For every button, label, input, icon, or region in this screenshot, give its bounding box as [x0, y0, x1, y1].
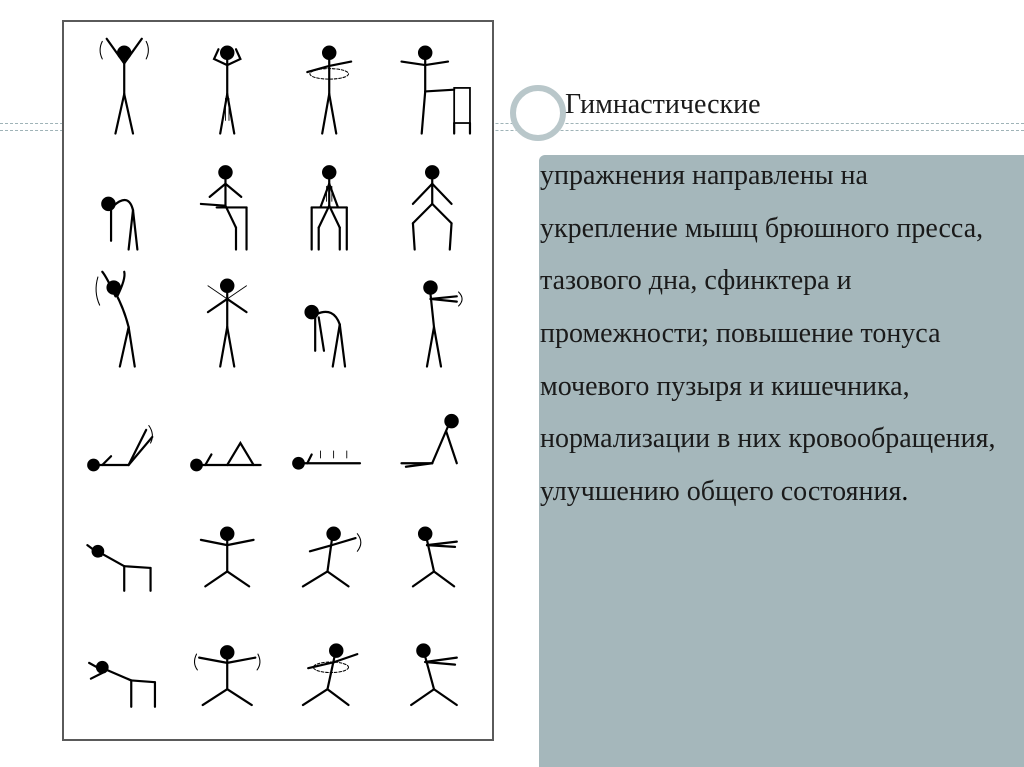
exercise-figure [177, 615, 278, 730]
exercise-diagram-frame [62, 20, 494, 741]
exercise-figure [74, 382, 175, 497]
exercise-figure [382, 498, 483, 613]
exercise-figure [382, 149, 483, 264]
exercise-figure [74, 498, 175, 613]
exercise-figure [74, 32, 175, 147]
exercise-figure [177, 382, 278, 497]
exercise-figure [382, 265, 483, 380]
slide: Гимнастические упражнения направлены на … [0, 0, 1024, 767]
exercise-figure [177, 149, 278, 264]
slide-title: Гимнастические [565, 87, 761, 122]
exercise-figure [279, 32, 380, 147]
exercise-figure [279, 498, 380, 613]
exercise-figure [279, 149, 380, 264]
exercise-figure [382, 32, 483, 147]
exercise-figure [279, 382, 380, 497]
exercise-figure [74, 615, 175, 730]
exercise-figure [177, 498, 278, 613]
exercise-figure [74, 265, 175, 380]
title-bullet-ring [510, 85, 566, 141]
exercise-figure [279, 615, 380, 730]
body-paragraph: упражнения направлены на укрепление мышц… [540, 160, 996, 507]
exercise-figure [177, 32, 278, 147]
slide-body-text: упражнения направлены на укрепление мышц… [540, 150, 1000, 518]
exercise-figure [382, 615, 483, 730]
exercise-figure [279, 265, 380, 380]
exercise-figure [177, 265, 278, 380]
exercise-figure [74, 149, 175, 264]
exercise-figure [382, 382, 483, 497]
